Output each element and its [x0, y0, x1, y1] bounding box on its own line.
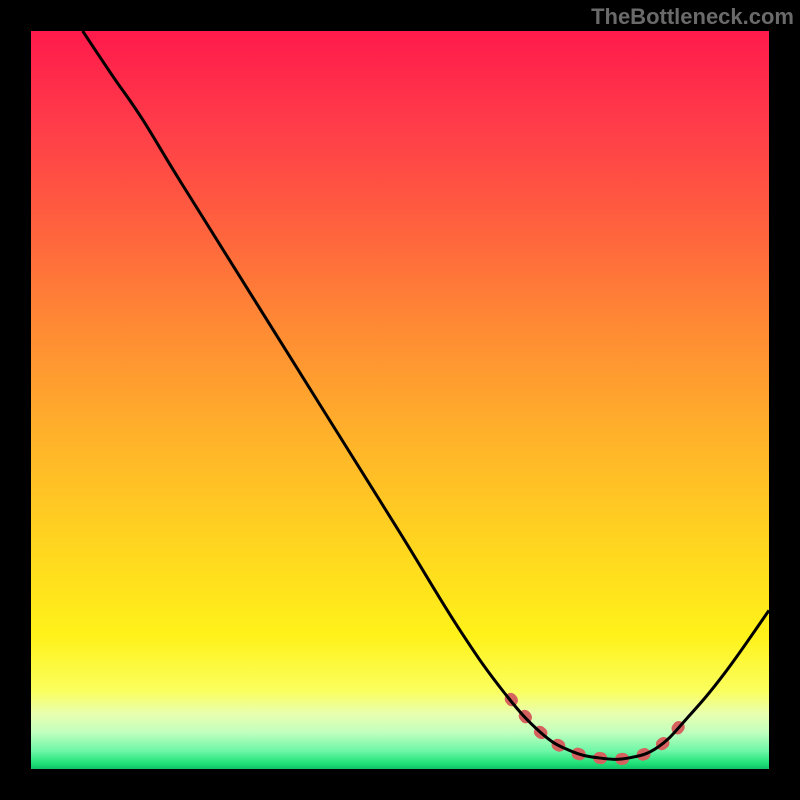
gradient-background	[31, 31, 769, 769]
bottleneck-curve-chart	[31, 31, 769, 769]
attribution-text: TheBottleneck.com	[591, 4, 794, 30]
plot-area	[31, 31, 769, 769]
chart-container: TheBottleneck.com	[0, 0, 800, 800]
